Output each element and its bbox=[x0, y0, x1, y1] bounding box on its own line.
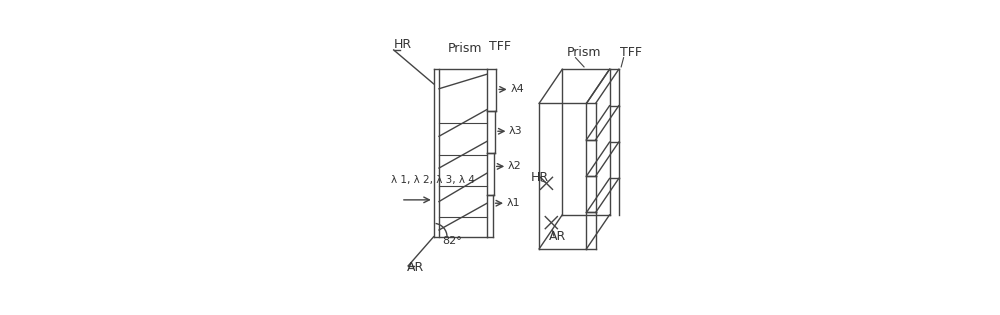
Text: AR: AR bbox=[407, 261, 424, 274]
Text: HR: HR bbox=[394, 37, 412, 50]
Text: λ1: λ1 bbox=[507, 198, 520, 208]
Text: TFF: TFF bbox=[489, 40, 511, 53]
Text: TFF: TFF bbox=[620, 46, 642, 59]
Text: λ2: λ2 bbox=[508, 161, 522, 171]
Text: λ3: λ3 bbox=[509, 126, 523, 136]
Text: 82°: 82° bbox=[442, 236, 462, 246]
Text: Prism: Prism bbox=[567, 46, 602, 59]
Text: λ4: λ4 bbox=[510, 84, 524, 94]
Text: λ 1, λ 2, λ 3, λ 4: λ 1, λ 2, λ 3, λ 4 bbox=[391, 175, 475, 185]
Text: Prism: Prism bbox=[448, 42, 483, 55]
Text: HR: HR bbox=[531, 171, 549, 184]
Text: AR: AR bbox=[549, 230, 566, 243]
